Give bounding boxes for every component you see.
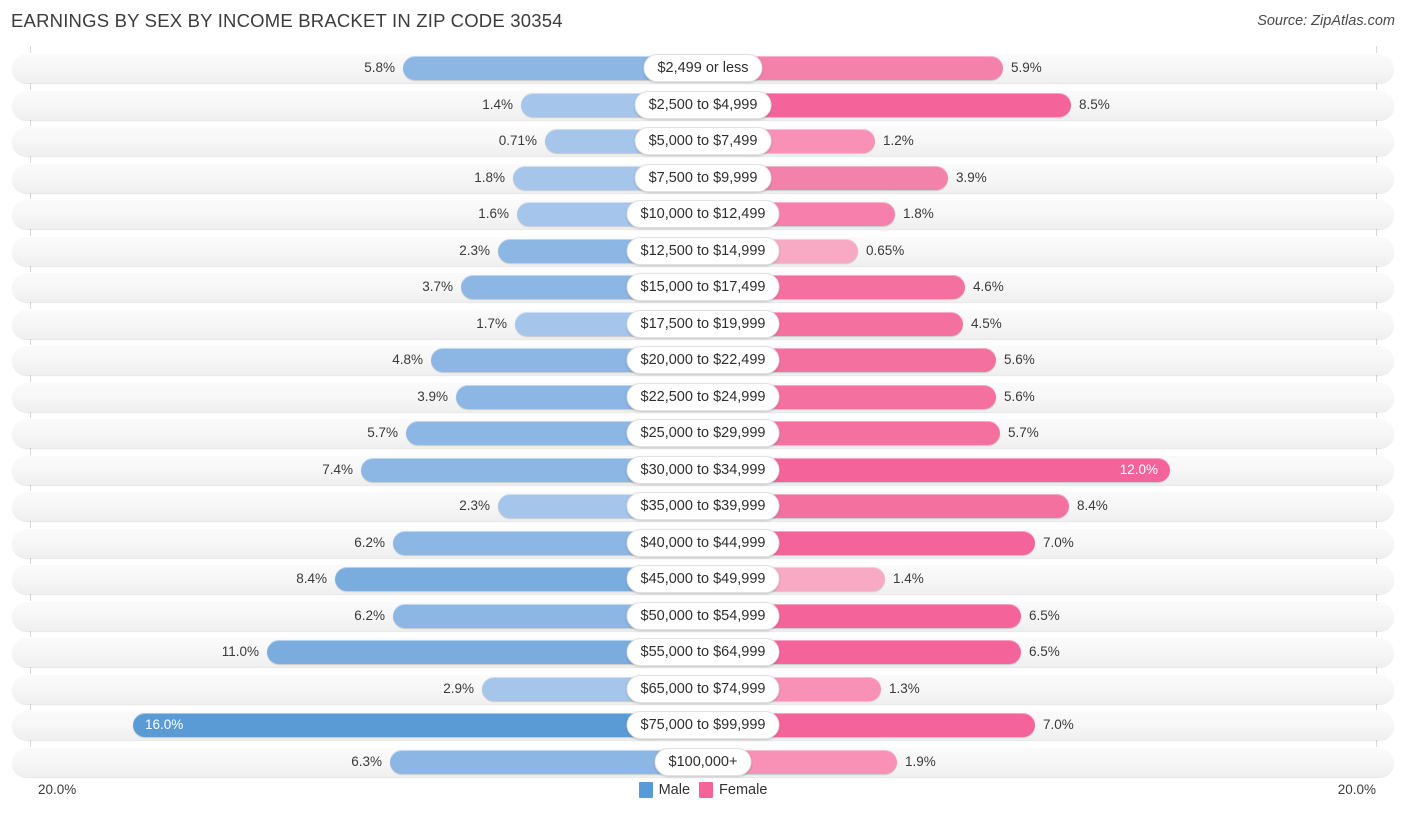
female-value-label: 12.0%	[1119, 461, 1158, 477]
male-value-label: 2.9%	[443, 680, 474, 696]
female-value-label: 6.5%	[1029, 607, 1060, 623]
bracket-label-pill: $5,000 to $7,499	[634, 127, 772, 155]
female-value-label: 8.5%	[1079, 96, 1110, 112]
bar-row[interactable]: 1.6% 1.8% $10,000 to $12,499	[12, 199, 1394, 229]
female-value-label: 6.5%	[1029, 644, 1060, 659]
bracket-label-pill: $75,000 to $99,999	[626, 711, 780, 739]
male-value-label: 4.8%	[392, 352, 423, 367]
page-title: EARNINGS BY SEX BY INCOME BRACKET IN ZIP…	[11, 10, 563, 31]
chart-legend: Male Female	[0, 782, 1406, 798]
male-value-label: 3.9%	[417, 388, 448, 404]
female-color-swatch	[699, 782, 714, 798]
bar-row[interactable]: 4.8% 5.6% $20,000 to $22,499	[12, 345, 1394, 375]
bar-row[interactable]: 7.4% 12.0% $30,000 to $34,999	[12, 454, 1394, 485]
legend-item-male[interactable]: Male	[638, 782, 691, 798]
bracket-label-pill: $15,000 to $17,499	[626, 273, 780, 301]
male-value-label: 16.0%	[145, 717, 184, 732]
bar-row[interactable]: 2.3% 0.65% $12,500 to $14,999	[12, 235, 1394, 266]
female-value-label: 4.5%	[971, 315, 1002, 331]
female-value-label: 5.7%	[1008, 425, 1039, 440]
female-value-label: 0.65%	[866, 242, 905, 258]
bracket-label-pill: $100,000+	[654, 747, 752, 776]
male-value-label: 1.4%	[482, 96, 513, 112]
male-value-label: 6.3%	[351, 753, 382, 769]
male-value-label: 6.2%	[354, 534, 385, 550]
bar-row[interactable]: 2.9% 1.3% $65,000 to $74,999	[12, 673, 1394, 704]
male-color-swatch	[638, 782, 653, 798]
male-value-label: 1.8%	[474, 169, 505, 185]
male-value-label: 7.4%	[322, 461, 353, 477]
legend-item-female[interactable]: Female	[699, 782, 767, 798]
bracket-label-pill: $2,500 to $4,999	[634, 90, 772, 119]
bracket-label-pill: $20,000 to $22,499	[626, 346, 780, 374]
bracket-label-pill: $45,000 to $49,999	[626, 565, 780, 593]
source-attribution: Source: ZipAtlas.com	[1257, 13, 1395, 29]
male-value-label: 2.3%	[459, 242, 490, 258]
bar-row[interactable]: 6.2% 7.0% $40,000 to $44,999	[12, 527, 1394, 558]
bracket-label-pill: $2,499 or less	[643, 54, 763, 82]
legend-label-female: Female	[719, 782, 768, 798]
male-value-label: 8.4%	[296, 571, 327, 586]
male-value-label: 11.0%	[221, 644, 259, 659]
bracket-label-pill: $30,000 to $34,999	[626, 455, 780, 484]
bar-row[interactable]: 5.7% 5.7% $25,000 to $29,999	[12, 418, 1394, 448]
male-value-label: 1.6%	[478, 206, 509, 221]
bar-row[interactable]: 3.9% 5.6% $22,500 to $24,999	[12, 381, 1394, 412]
female-value-label: 5.6%	[1004, 388, 1035, 404]
female-value-label: 1.8%	[903, 206, 934, 221]
male-value-label: 5.8%	[364, 60, 395, 75]
female-value-label: 7.0%	[1043, 534, 1074, 550]
bar-row[interactable]: 0.71% 1.2% $5,000 to $7,499	[12, 126, 1394, 156]
bracket-label-pill: $17,500 to $19,999	[626, 309, 780, 338]
bracket-label-pill: $22,500 to $24,999	[626, 382, 780, 411]
bar-row[interactable]: 1.4% 8.5% $2,500 to $4,999	[12, 89, 1394, 120]
bar-row[interactable]: 2.3% 8.4% $35,000 to $39,999	[12, 491, 1394, 521]
bar-row[interactable]: 16.0% 7.0% $75,000 to $99,999	[12, 710, 1394, 740]
bar-row[interactable]: 1.7% 4.5% $17,500 to $19,999	[12, 308, 1394, 339]
legend-label-male: Male	[658, 782, 691, 798]
bar-row[interactable]: 6.2% 6.5% $50,000 to $54,999	[12, 600, 1394, 631]
bar-row[interactable]: 5.8% 5.9% $2,499 or less	[12, 53, 1394, 83]
chart-header: EARNINGS BY SEX BY INCOME BRACKET IN ZIP…	[0, 0, 1406, 44]
bracket-label-pill: $55,000 to $64,999	[626, 638, 780, 666]
female-value-label: 1.9%	[905, 753, 936, 769]
female-value-label: 5.9%	[1011, 60, 1042, 75]
female-value-label: 1.2%	[883, 133, 914, 148]
bracket-label-pill: $7,500 to $9,999	[634, 163, 772, 192]
chart-footer: 20.0% Male Female 20.0%	[0, 773, 1406, 813]
female-value-label: 3.9%	[956, 169, 987, 185]
diverging-bar-chart: 5.8% 5.9% $2,499 or less 1.4% 8.5% $2,500 to …	[0, 46, 1406, 777]
female-value-label: 1.4%	[893, 571, 924, 586]
female-value-label: 8.4%	[1077, 498, 1108, 513]
bracket-label-pill: $40,000 to $44,999	[626, 528, 780, 557]
female-value-label: 1.3%	[889, 680, 920, 696]
bracket-label-pill: $10,000 to $12,499	[626, 200, 780, 228]
bracket-label-pill: $65,000 to $74,999	[626, 674, 780, 703]
bar-row[interactable]: 11.0% 6.5% $55,000 to $64,999	[12, 637, 1394, 667]
axis-label-left: 20.0%	[38, 782, 77, 797]
male-value-label: 5.7%	[367, 425, 398, 440]
female-value-label: 5.6%	[1004, 352, 1035, 367]
bracket-label-pill: $25,000 to $29,999	[626, 419, 780, 447]
bracket-label-pill: $12,500 to $14,999	[626, 236, 780, 265]
male-value-label: 3.7%	[422, 279, 453, 294]
female-value-label: 7.0%	[1043, 717, 1074, 732]
bracket-label-pill: $35,000 to $39,999	[626, 492, 780, 520]
female-bar[interactable]	[703, 457, 1170, 482]
bar-row[interactable]: 8.4% 1.4% $45,000 to $49,999	[12, 564, 1394, 594]
male-value-label: 1.7%	[476, 315, 507, 331]
axis-label-right: 20.0%	[1337, 782, 1376, 797]
male-value-label: 0.71%	[498, 133, 537, 148]
female-value-label: 4.6%	[973, 279, 1004, 294]
bar-row[interactable]: 6.3% 1.9% $100,000+	[12, 746, 1394, 777]
male-bar[interactable]	[390, 749, 703, 774]
male-value-label: 6.2%	[354, 607, 385, 623]
bar-row[interactable]: 3.7% 4.6% $15,000 to $17,499	[12, 272, 1394, 302]
male-value-label: 2.3%	[459, 498, 490, 513]
male-bar[interactable]	[133, 713, 703, 737]
bracket-label-pill: $50,000 to $54,999	[626, 601, 780, 630]
bar-row[interactable]: 1.8% 3.9% $7,500 to $9,999	[12, 162, 1394, 193]
